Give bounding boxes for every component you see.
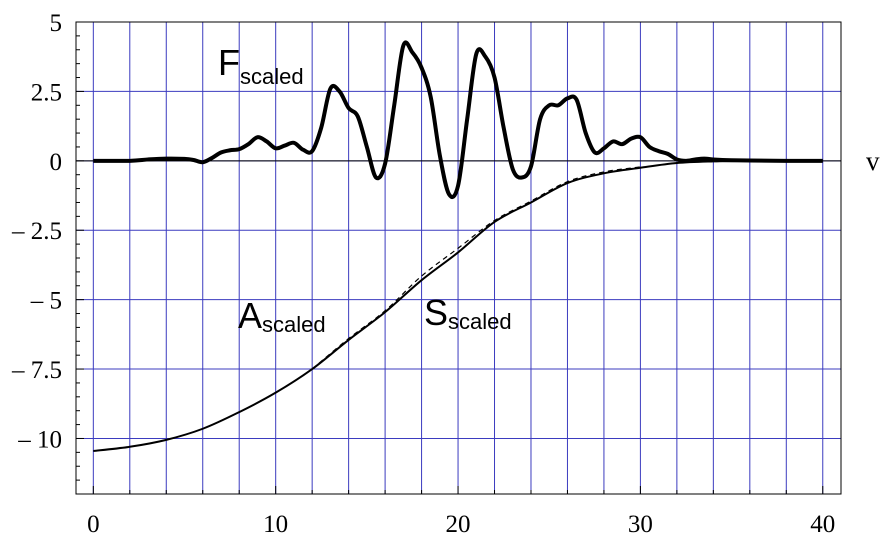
series-line-a <box>93 159 823 452</box>
x-tick-label: 20 <box>446 511 471 538</box>
y-tick-label: – 10 <box>17 426 62 453</box>
y-tick-label: – 5 <box>30 288 62 315</box>
series-layer <box>93 40 823 452</box>
y-tick-label: 5 <box>50 10 63 37</box>
x-axis-variable-label: v <box>866 146 880 176</box>
tick-labels: 0 10 20 30 40 5 2.5 0 – 2.5 – 5 – 7.5 – 10 <box>11 10 835 538</box>
y-tick-label: 0 <box>50 149 63 176</box>
y-tick-label: 2.5 <box>31 79 62 106</box>
series-line-s <box>311 166 641 370</box>
grid <box>76 21 841 494</box>
x-tick-label: 10 <box>263 511 288 538</box>
series-label-s: Sscaled <box>424 292 512 334</box>
x-tick-label: 30 <box>628 511 653 538</box>
y-tick-label: – 7.5 <box>11 357 62 384</box>
x-tick-label: 0 <box>87 511 100 538</box>
series-label-a: Ascaled <box>238 295 326 337</box>
y-tick-label: – 2.5 <box>11 218 62 245</box>
x-tick-label: 40 <box>810 511 835 538</box>
series-line-f <box>93 40 823 199</box>
ticks <box>76 21 824 495</box>
series-label-f: Fscaled <box>218 42 304 89</box>
